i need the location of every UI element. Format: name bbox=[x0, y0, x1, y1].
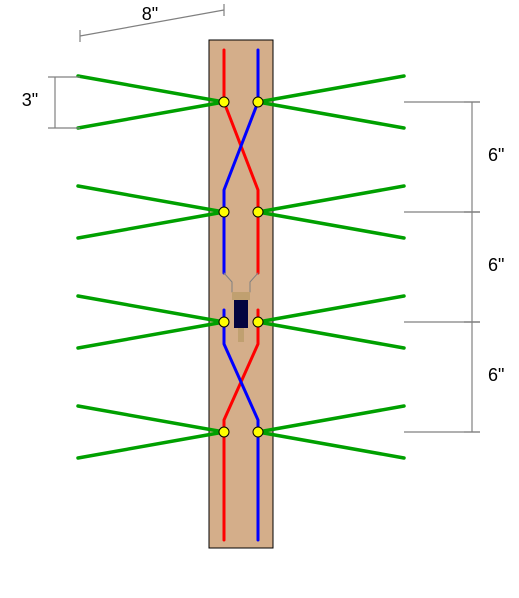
balun-pad bbox=[232, 292, 250, 300]
dim-3in-label: 3" bbox=[22, 90, 38, 110]
balun-tail bbox=[238, 328, 244, 342]
connection-node-2-right bbox=[253, 317, 263, 327]
dim-6in-label-1: 6" bbox=[488, 255, 504, 275]
connection-node-0-right bbox=[253, 97, 263, 107]
connection-node-1-right bbox=[253, 207, 263, 217]
connection-node-2-left bbox=[219, 317, 229, 327]
antenna-diagram: 8" 3" 6" 6" 6" bbox=[0, 0, 519, 598]
balun-body bbox=[234, 300, 248, 328]
connection-node-1-left bbox=[219, 207, 229, 217]
dim-8in-label: 8" bbox=[142, 4, 158, 24]
dim-6in-label-0: 6" bbox=[488, 145, 504, 165]
dim-6in-label-2: 6" bbox=[488, 365, 504, 385]
connection-node-0-left bbox=[219, 97, 229, 107]
connection-node-3-left bbox=[219, 427, 229, 437]
connection-node-3-right bbox=[253, 427, 263, 437]
